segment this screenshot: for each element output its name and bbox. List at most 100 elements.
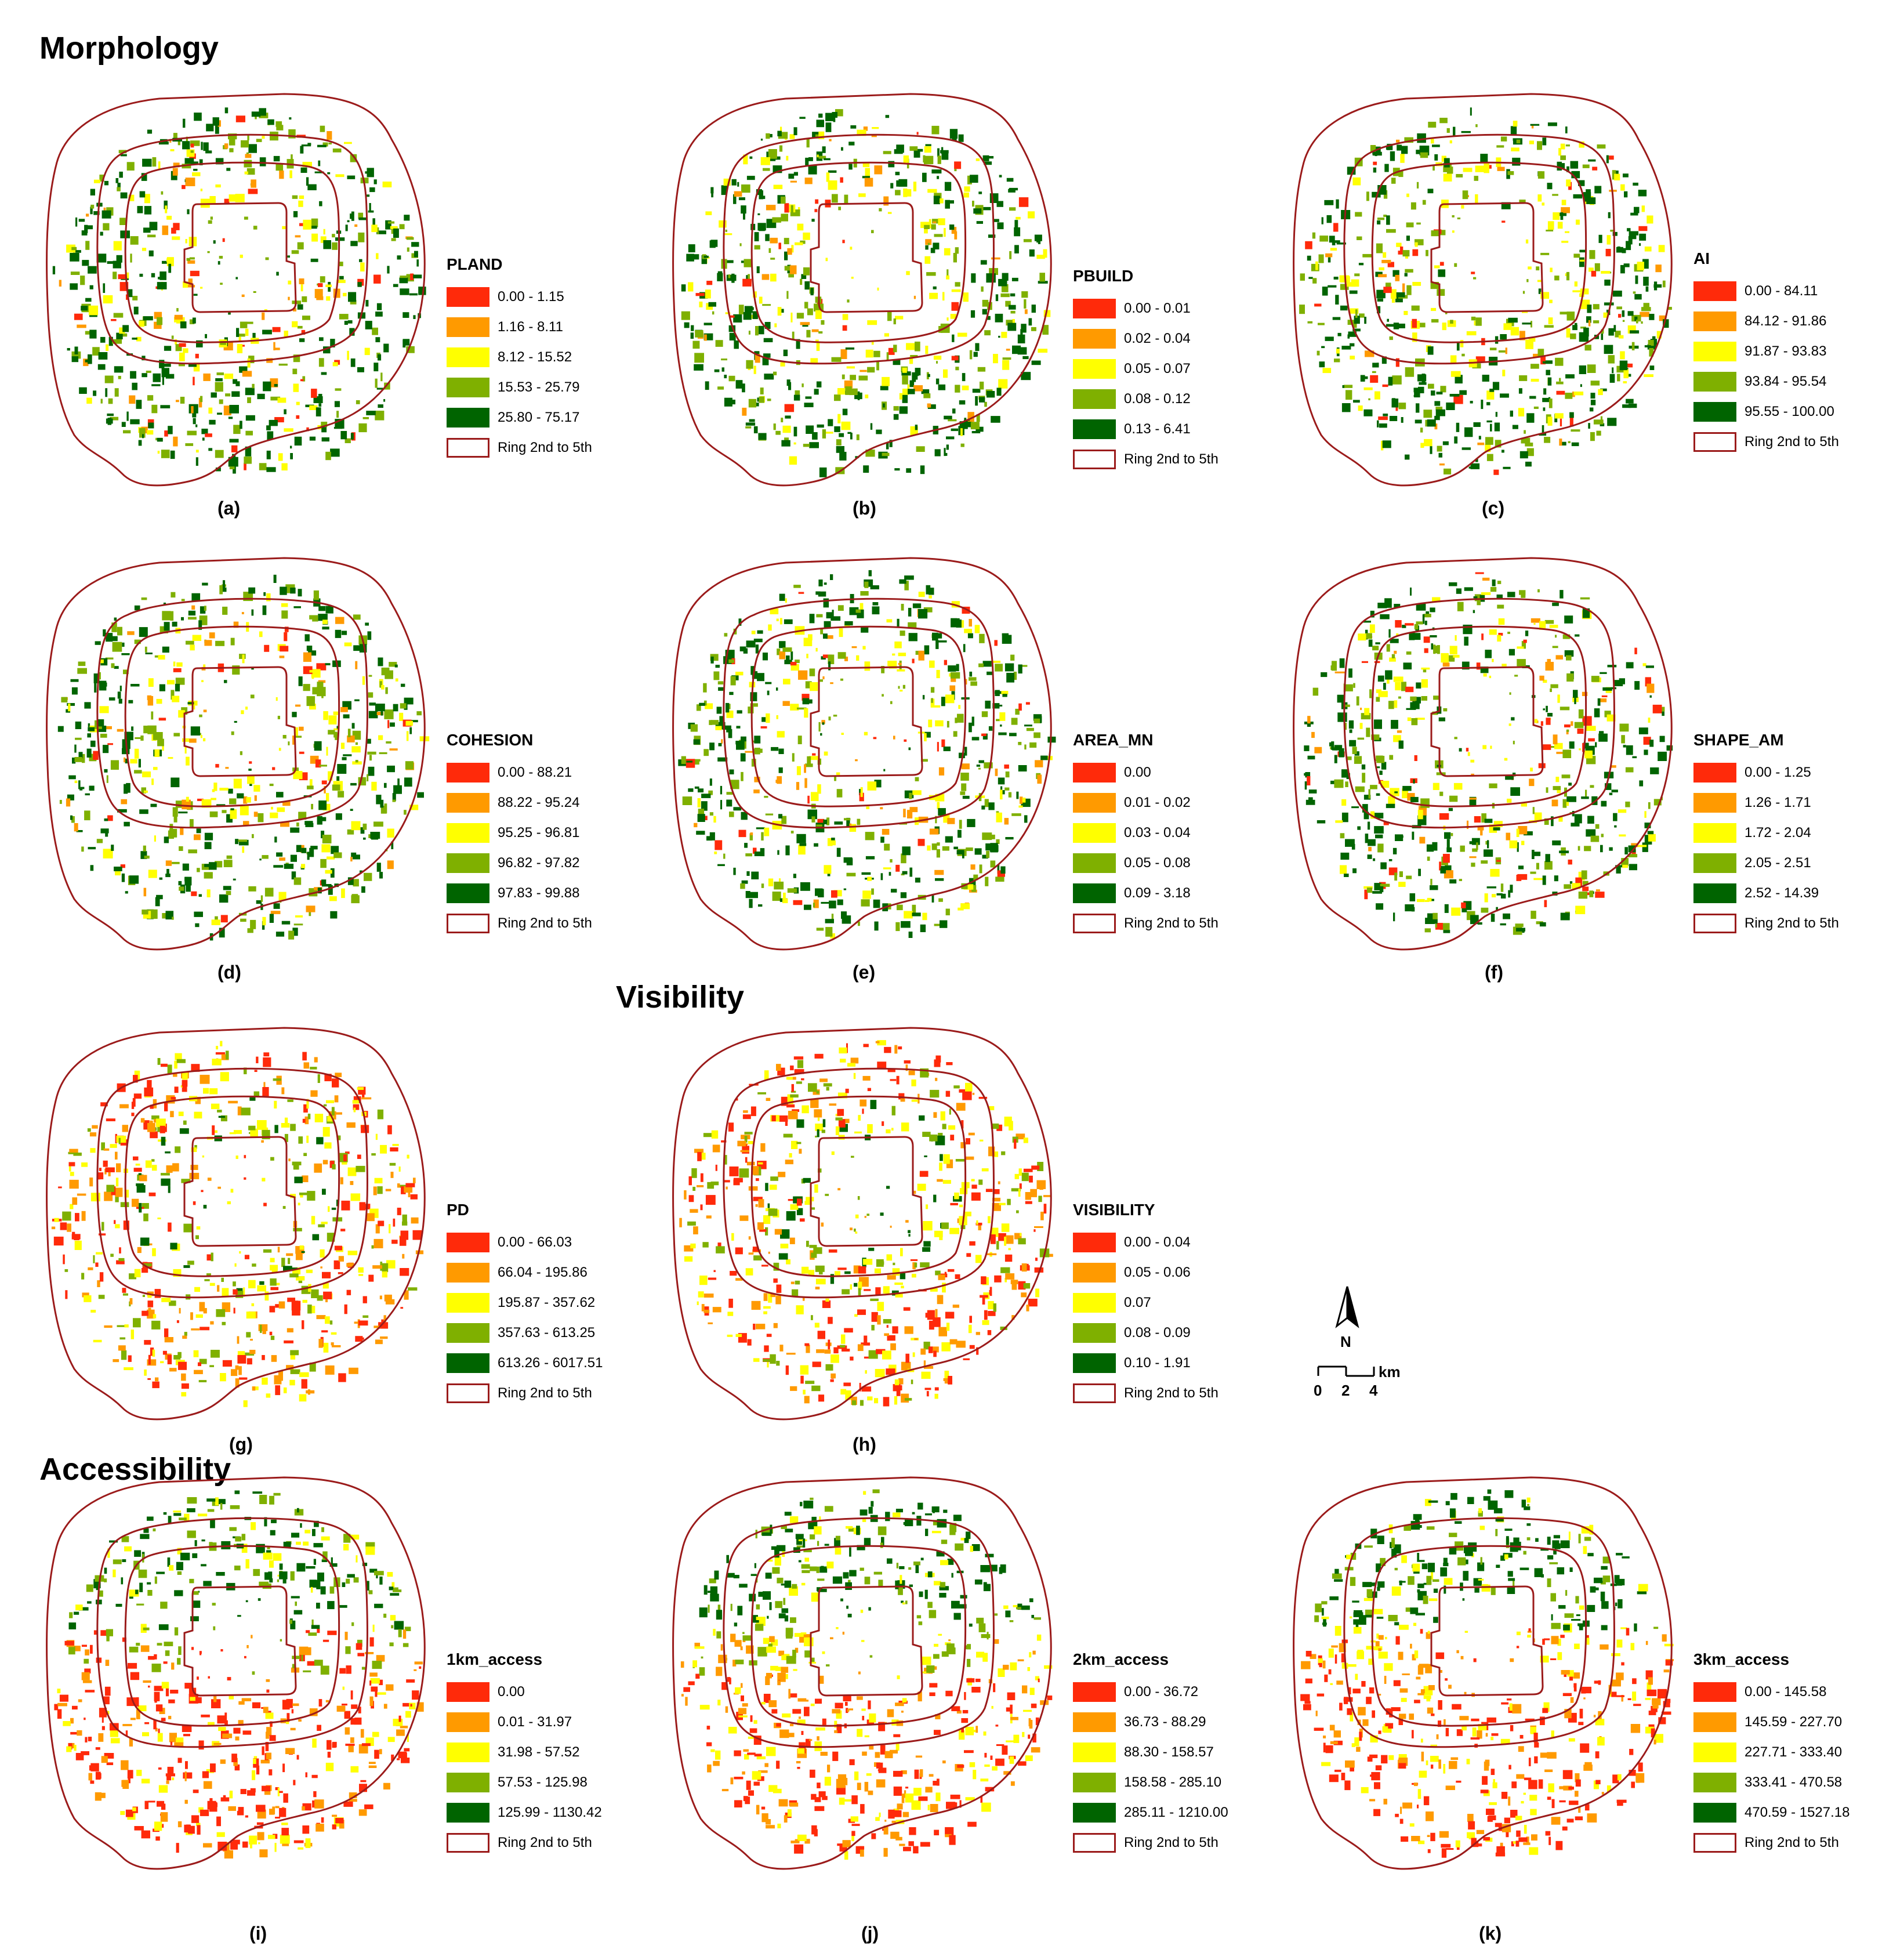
land-patch	[1376, 689, 1381, 693]
land-patch	[390, 1172, 394, 1178]
land-patch	[763, 1311, 767, 1314]
land-patch	[141, 787, 146, 794]
land-patch	[1410, 202, 1416, 210]
land-patch	[1433, 645, 1438, 654]
land-patch	[963, 1211, 971, 1216]
land-patch	[1534, 719, 1537, 723]
land-patch	[135, 737, 143, 739]
land-patch	[237, 344, 243, 353]
land-patch	[1398, 882, 1406, 887]
land-patch	[1531, 911, 1536, 919]
land-patch	[897, 618, 900, 628]
land-patch	[142, 910, 148, 915]
land-patch	[231, 391, 240, 397]
land-patch	[309, 615, 318, 620]
land-patch	[340, 1177, 343, 1184]
land-patch	[903, 189, 908, 197]
land-patch	[199, 1302, 205, 1312]
land-patch	[244, 216, 248, 220]
land-patch	[912, 912, 921, 916]
land-patch	[978, 663, 984, 668]
land-patch	[230, 1189, 234, 1193]
land-patch	[1569, 417, 1573, 427]
land-patch	[1532, 807, 1535, 814]
land-patch	[839, 433, 844, 437]
land-patch	[1412, 249, 1419, 256]
land-patch	[1644, 749, 1648, 755]
land-patch	[982, 854, 988, 859]
land-patch	[850, 375, 856, 381]
land-patch	[818, 331, 823, 334]
land-patch	[194, 834, 201, 841]
land-patch	[932, 632, 938, 641]
land-patch	[278, 453, 283, 461]
land-patch	[178, 1361, 187, 1370]
land-patch	[1014, 220, 1018, 230]
land-patch	[1444, 832, 1451, 839]
land-patch	[1023, 1137, 1028, 1143]
land-patch	[90, 189, 95, 195]
land-patch	[916, 446, 925, 452]
land-patch	[924, 1388, 931, 1390]
legend: PBUILD 0.00 - 0.01 0.02 - 0.04 0.05 - 0.07 0…	[1073, 267, 1218, 474]
land-patch	[972, 1092, 975, 1095]
land-patch	[825, 122, 832, 132]
land-patch	[139, 1202, 142, 1213]
land-patch	[1500, 136, 1507, 142]
land-patch	[159, 877, 163, 880]
land-patch	[346, 1122, 356, 1128]
legend-label: 15.53 - 25.79	[498, 379, 580, 395]
land-patch	[135, 1164, 140, 1166]
land-patch	[1305, 241, 1312, 249]
land-patch	[191, 593, 201, 602]
land-patch	[1536, 863, 1539, 870]
land-patch	[1317, 820, 1326, 824]
land-patch	[858, 921, 860, 926]
land-patch	[819, 679, 823, 682]
land-patch	[197, 868, 200, 872]
land-patch	[788, 273, 794, 278]
land-patch	[247, 928, 253, 933]
land-patch	[1615, 331, 1621, 338]
land-patch	[1555, 635, 1557, 638]
land-patch	[1568, 441, 1571, 443]
land-patch	[387, 765, 395, 773]
land-patch	[982, 661, 992, 667]
land-patch	[1030, 1189, 1037, 1197]
land-patch	[798, 845, 806, 855]
land-patch	[1544, 437, 1551, 443]
land-patch	[332, 1078, 339, 1088]
land-patch	[1376, 756, 1385, 763]
land-patch	[813, 1089, 820, 1095]
land-patch	[1546, 230, 1554, 231]
land-patch	[1588, 423, 1590, 429]
land-patch	[816, 1091, 819, 1094]
land-patch	[306, 646, 313, 651]
land-patch	[305, 823, 314, 827]
land-patch	[774, 323, 777, 328]
land-patch	[963, 884, 974, 890]
land-patch	[701, 1304, 705, 1312]
land-patch	[756, 1324, 766, 1329]
land-patch	[1639, 243, 1641, 246]
land-patch	[230, 808, 234, 810]
legend-label: 25.80 - 75.17	[498, 410, 580, 425]
land-patch	[173, 162, 180, 168]
land-patch	[948, 665, 956, 672]
land-patch	[956, 850, 964, 854]
land-patch	[933, 286, 937, 289]
land-patch	[1435, 409, 1445, 416]
land-patch	[754, 777, 760, 783]
land-patch	[102, 726, 112, 730]
land-patch	[371, 224, 378, 233]
land-patch	[811, 1315, 813, 1320]
land-patch	[355, 661, 358, 669]
land-patch	[984, 762, 993, 769]
land-patch	[317, 1295, 323, 1301]
land-patch	[336, 776, 340, 781]
land-patch	[306, 1135, 309, 1143]
land-patch	[343, 292, 347, 296]
land-patch	[351, 723, 355, 729]
land-patch	[1024, 744, 1027, 750]
land-patch	[877, 287, 879, 291]
